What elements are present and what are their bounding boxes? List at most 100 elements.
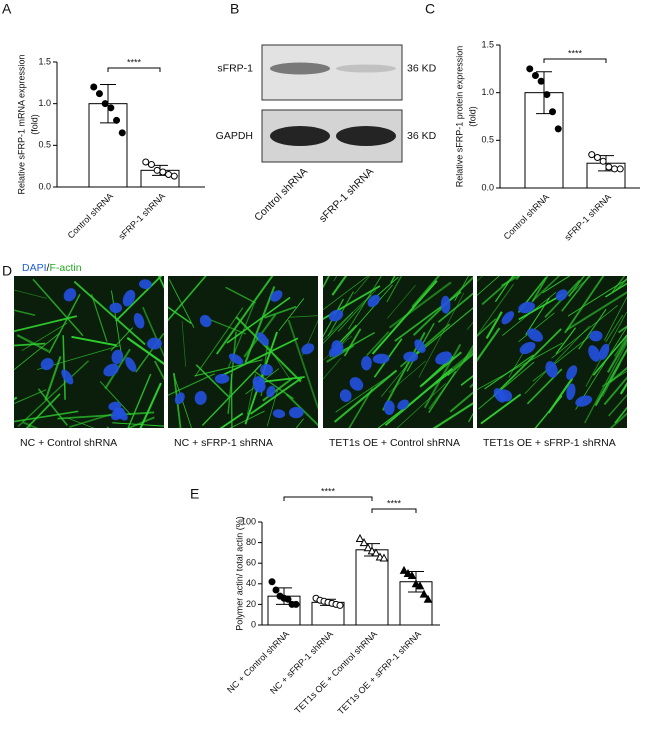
data-point xyxy=(171,173,177,179)
data-point xyxy=(544,92,550,98)
actin-fiber xyxy=(462,222,501,275)
y-tick-label: 1.0 xyxy=(38,98,51,108)
data-point xyxy=(108,105,114,111)
data-point xyxy=(337,602,343,608)
data-point xyxy=(154,167,160,173)
significance-bracket xyxy=(544,59,606,63)
blot-band xyxy=(336,65,396,73)
y-tick-label: 60 xyxy=(246,558,256,568)
data-point xyxy=(594,154,600,160)
data-point xyxy=(166,172,172,178)
y-tick-label: 0.0 xyxy=(481,182,494,192)
actin-fiber xyxy=(379,223,418,268)
actin-fiber xyxy=(628,360,650,409)
panel-letter: B xyxy=(230,1,239,17)
panel-letter: D xyxy=(2,263,12,279)
data-point xyxy=(114,117,120,123)
data-point xyxy=(617,166,623,172)
significance-label: **** xyxy=(568,48,583,58)
y-axis-label: (fold) xyxy=(467,106,477,127)
actin-fiber xyxy=(517,245,543,279)
data-point xyxy=(119,130,125,136)
y-tick-label: 0.5 xyxy=(481,135,494,145)
y-axis-label: Relative sFRP-1 mRNA expression xyxy=(16,54,26,194)
x-tick-label: sFRP-1 shRNA xyxy=(563,192,614,243)
actin-fiber xyxy=(633,328,650,410)
data-point xyxy=(606,164,612,170)
actin-fiber xyxy=(612,252,643,292)
significance-label: **** xyxy=(387,498,402,508)
panel-letter: E xyxy=(190,486,199,502)
y-axis-label: (fold) xyxy=(29,114,39,135)
data-point xyxy=(143,159,149,165)
actin-fiber xyxy=(3,312,14,377)
micrograph-caption: NC + sFRP-1 shRNA xyxy=(174,437,273,449)
data-point xyxy=(532,73,538,79)
micrograph-bg xyxy=(168,276,318,428)
y-tick-label: 1.5 xyxy=(481,39,494,49)
panel-letter: C xyxy=(425,1,435,17)
actin-fiber xyxy=(634,269,650,323)
blot-row-label: sFRP-1 xyxy=(217,62,253,74)
actin-fiber xyxy=(396,222,477,269)
data-point xyxy=(589,152,595,158)
actin-fiber xyxy=(231,374,232,442)
lane-label: sFRP-1 shRNA xyxy=(317,166,376,225)
blot-size-label: 36 KD xyxy=(407,130,437,142)
micrograph-caption: NC + Control shRNA xyxy=(20,437,117,449)
data-point xyxy=(91,84,97,90)
y-tick-label: 0 xyxy=(251,619,256,629)
actin-fiber xyxy=(634,226,650,300)
y-axis-label: Relative sFRP-1 protein expression xyxy=(454,46,464,188)
data-point xyxy=(357,535,364,542)
panel-letter: A xyxy=(2,1,12,17)
nucleus xyxy=(384,400,395,415)
actin-fiber xyxy=(359,239,408,273)
stain-name: DAPI xyxy=(22,262,47,274)
y-tick-label: 20 xyxy=(246,599,256,609)
actin-fiber xyxy=(415,232,477,271)
nucleus xyxy=(260,364,273,376)
data-point xyxy=(612,166,618,172)
stain-legend: DAPI/F-actin xyxy=(22,262,82,274)
y-tick-label: 80 xyxy=(246,537,256,547)
actin-fiber xyxy=(631,286,650,341)
x-tick-label: sFRP-1 shRNA xyxy=(117,191,168,242)
blot-row-label: GAPDH xyxy=(216,130,253,142)
y-axis-label: Polymer actin/ total actin (%) xyxy=(234,516,244,631)
significance-label: **** xyxy=(321,486,336,496)
micrograph-caption: TET1s OE + Control shRNA xyxy=(329,437,460,449)
stain-name: F-actin xyxy=(49,262,81,274)
lane-label: Control shRNA xyxy=(252,166,310,224)
data-point xyxy=(273,587,279,593)
actin-fiber xyxy=(617,224,650,270)
data-point xyxy=(293,601,299,607)
significance-bracket xyxy=(372,509,416,513)
significance-bracket xyxy=(284,497,372,501)
blot-band xyxy=(270,126,330,146)
blot-band xyxy=(270,63,330,75)
x-tick-label: TET1s OE + Control shRNA xyxy=(293,629,379,715)
data-point xyxy=(269,579,275,585)
data-point xyxy=(96,91,102,97)
actin-fiber xyxy=(382,212,427,274)
data-point xyxy=(285,596,291,602)
data-point xyxy=(148,162,154,168)
y-tick-label: 0.0 xyxy=(38,181,51,191)
data-point xyxy=(600,158,606,164)
y-tick-label: 1.0 xyxy=(481,87,494,97)
actin-fiber xyxy=(458,201,494,269)
significance-bracket xyxy=(108,68,160,72)
actin-fiber xyxy=(0,397,13,463)
y-tick-label: 1.5 xyxy=(38,56,51,66)
data-point xyxy=(160,169,166,175)
x-tick-label: Control shRNA xyxy=(502,192,552,242)
data-point xyxy=(538,78,544,84)
micrograph xyxy=(467,219,650,434)
data-point xyxy=(102,101,108,107)
x-tick-label: Control shRNA xyxy=(66,191,116,241)
micrograph-caption: TET1s OE + sFRP-1 shRNA xyxy=(483,437,616,449)
x-tick-label: TET1s OE + sFRP-1 shRNA xyxy=(336,629,424,717)
micrograph-content xyxy=(467,219,650,434)
actin-fiber xyxy=(334,223,366,281)
